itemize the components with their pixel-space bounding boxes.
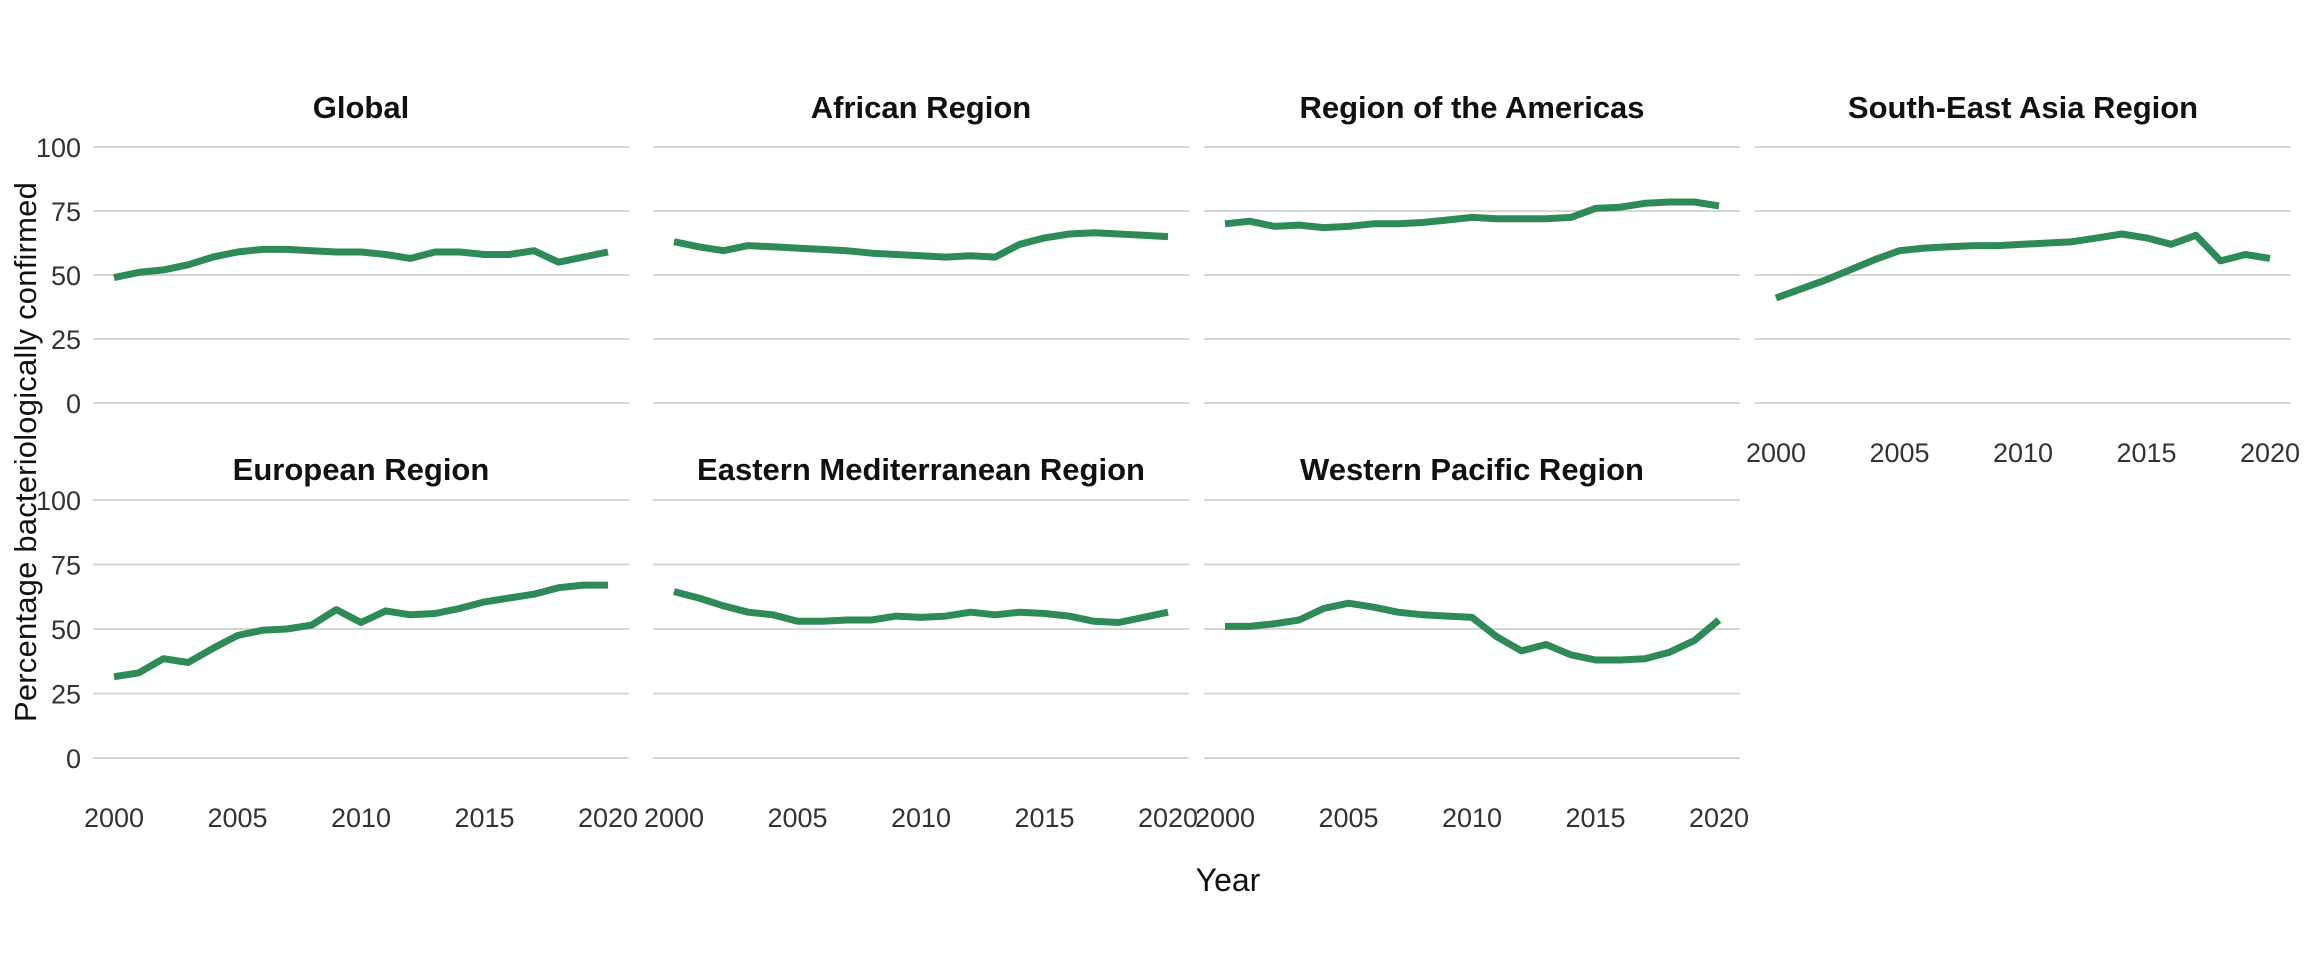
- x-tick-label-2010: 2010: [1442, 803, 1502, 833]
- x-tick-label-2020: 2020: [1689, 803, 1749, 833]
- facet-panel-european-region: European Region 0 25 50 75 100 2000 2005 2010 201…: [36, 452, 638, 833]
- panel-title-western-pacific-region: Western Pacific Region: [1300, 452, 1644, 487]
- data-line-european-region: [113, 581, 608, 681]
- facet-panel-global: Global 0 25 50 75 100: [36, 90, 629, 419]
- x-tick-label-2015: 2015: [1014, 803, 1074, 833]
- y-axis-title: Percentage bacteriologically confirmed: [8, 181, 43, 723]
- x-axis-title: Year: [1195, 862, 1261, 898]
- facet-panel-eastern-mediterranean-region: Eastern Mediterranean Region 2000 2005 2010…: [644, 452, 1198, 833]
- facet-panel-region-of-the-americas: Region of the Americas: [1204, 90, 1740, 404]
- y-tick-label-100: 100: [36, 486, 81, 516]
- x-tick-label-2020: 2020: [2240, 438, 2300, 468]
- panel-title-african-region: African Region: [811, 90, 1031, 125]
- x-tick-label-2010: 2010: [1993, 438, 2053, 468]
- facet-panel-western-pacific-region: Western Pacific Region 2000 2005 2010 2015 20…: [1195, 452, 1749, 833]
- panel-title-eastern-mediterranean-region: Eastern Mediterranean Region: [697, 452, 1145, 487]
- facet-panel-african-region: African Region: [653, 90, 1189, 404]
- y-tick-label-50: 50: [51, 261, 81, 291]
- data-line-south-east-asia-region: [1774, 230, 2271, 302]
- facet-panel-south-east-asia-region: South-East Asia Region 2000 2005 2010 2015 20…: [1746, 90, 2300, 468]
- y-tick-label-75: 75: [51, 197, 81, 227]
- x-tick-label-2000: 2000: [1746, 438, 1806, 468]
- x-tick-label-2020: 2020: [578, 803, 638, 833]
- x-tick-label-2005: 2005: [207, 803, 267, 833]
- data-line-global: [113, 245, 609, 282]
- y-tick-label-25: 25: [51, 680, 81, 710]
- x-tick-label-2005: 2005: [1318, 803, 1378, 833]
- y-tick-label-75: 75: [51, 551, 81, 581]
- y-tick-label-25: 25: [51, 325, 81, 355]
- data-line-region-of-the-americas: [1224, 198, 1720, 232]
- x-tick-label-2010: 2010: [891, 803, 951, 833]
- panel-title-global: Global: [313, 90, 409, 125]
- data-line-eastern-mediterranean-region: [673, 588, 1169, 626]
- panel-title-european-region: European Region: [233, 452, 490, 487]
- y-tick-label-0: 0: [66, 389, 81, 419]
- y-tick-label-50: 50: [51, 615, 81, 645]
- x-tick-label-2010: 2010: [331, 803, 391, 833]
- y-tick-label-0: 0: [66, 744, 81, 774]
- x-tick-label-2000: 2000: [84, 803, 144, 833]
- panel-title-region-of-the-americas: Region of the Americas: [1299, 90, 1644, 125]
- y-tick-label-100: 100: [36, 133, 81, 163]
- x-tick-label-2015: 2015: [454, 803, 514, 833]
- x-tick-label-2005: 2005: [1869, 438, 1929, 468]
- x-tick-label-2020: 2020: [1138, 803, 1198, 833]
- x-tick-label-2005: 2005: [767, 803, 827, 833]
- panel-title-south-east-asia-region: South-East Asia Region: [1848, 90, 2198, 125]
- data-line-western-pacific-region: [1225, 599, 1722, 664]
- x-tick-label-2015: 2015: [2116, 438, 2176, 468]
- x-tick-label-2015: 2015: [1565, 803, 1625, 833]
- data-line-african-region: [673, 229, 1169, 261]
- x-tick-label-2000: 2000: [1195, 803, 1255, 833]
- x-tick-label-2000: 2000: [644, 803, 704, 833]
